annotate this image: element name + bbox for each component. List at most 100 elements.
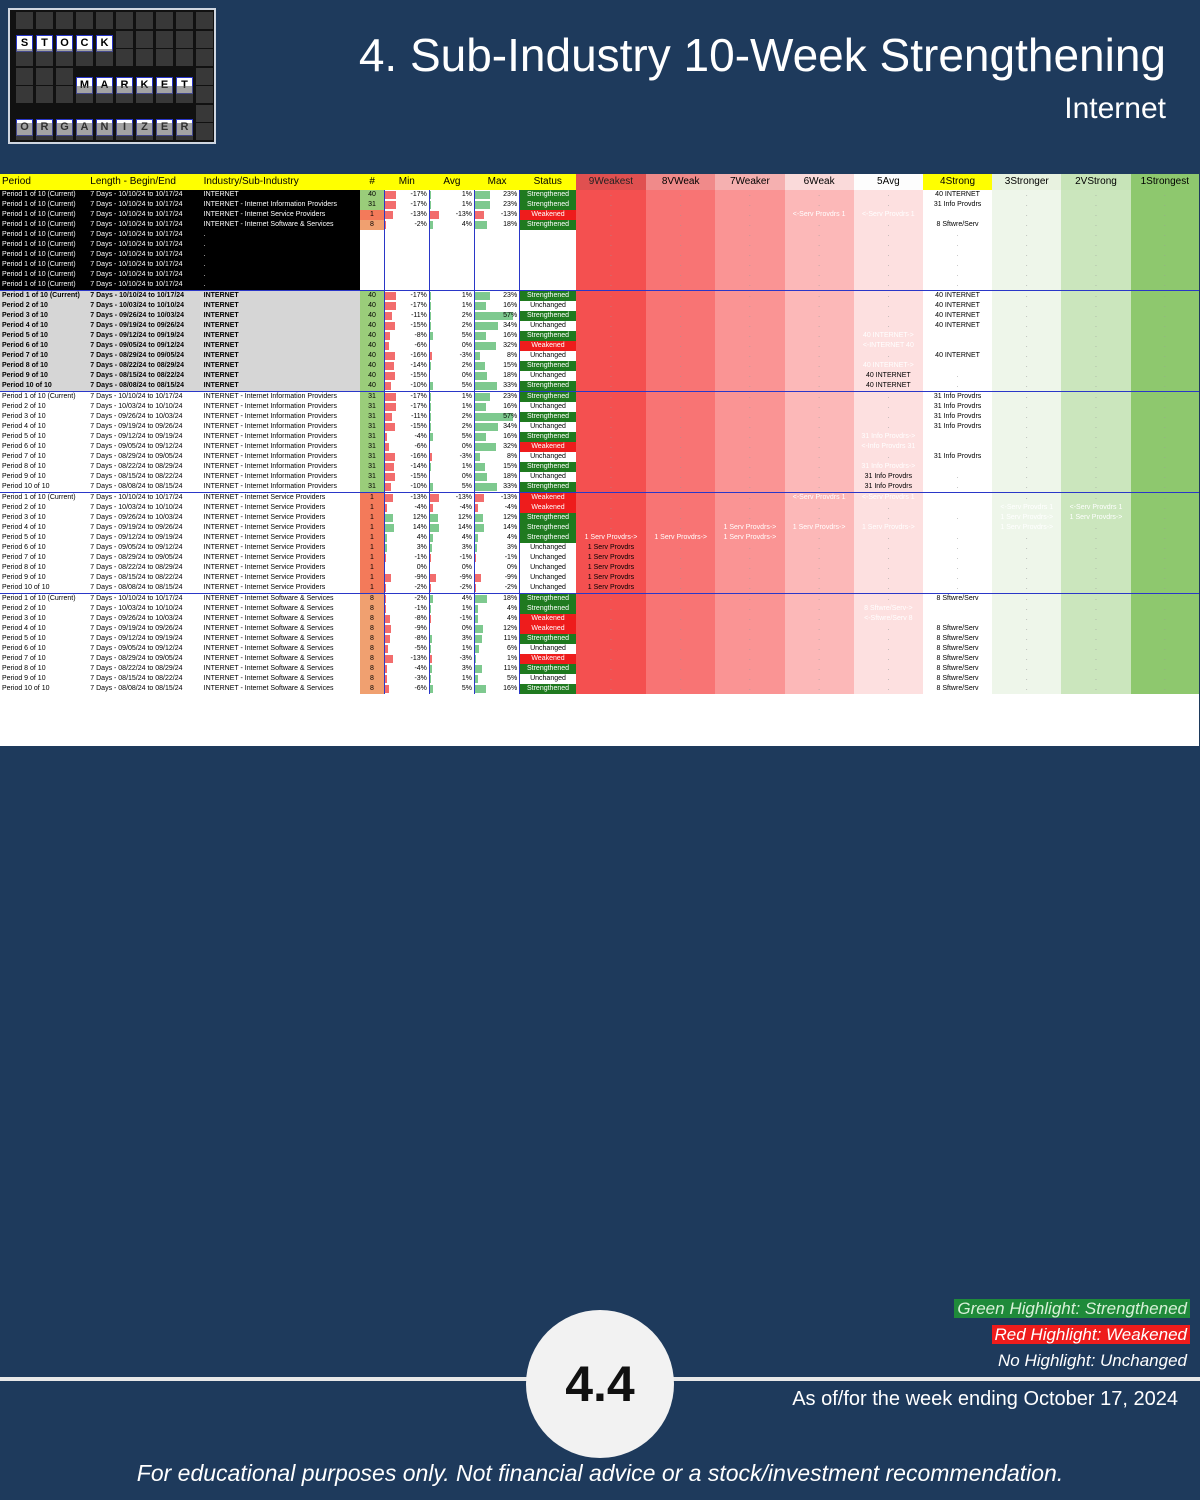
zone-5-cell: .	[853, 583, 923, 594]
max-cell: -2%	[474, 583, 520, 594]
zone-8-cell: .	[646, 301, 716, 311]
value-text: -17%	[410, 403, 427, 410]
negative-bar	[385, 453, 396, 461]
zone-3-cell: .	[992, 432, 1062, 442]
zone-4-cell: 8 Sftwre/Serv	[922, 644, 993, 654]
zone-5-cell: 40 INTERNET->	[853, 331, 923, 341]
zone-6-cell: .	[784, 311, 854, 321]
positive-bar	[475, 403, 486, 411]
avg-cell: 0%	[428, 442, 475, 452]
positive-bar	[475, 372, 488, 380]
zone-3-cell: .	[992, 604, 1062, 614]
value-text: 0%	[461, 564, 473, 571]
negative-bar	[475, 494, 484, 502]
zone-2-cell: .	[1061, 664, 1131, 674]
zone-7-cell: .	[715, 371, 785, 381]
value-text: 3%	[507, 544, 518, 551]
logo-tile	[96, 49, 113, 66]
zone-7-cell: .	[715, 250, 785, 260]
value-text: 3%	[416, 544, 427, 551]
count-cell: 1	[360, 533, 385, 543]
zone-8-cell: .	[646, 583, 716, 594]
status-cell: Unchanged	[519, 573, 576, 583]
zone-9-cell: .	[575, 371, 647, 381]
zone-1-cell: .	[1130, 674, 1199, 684]
avg-cell: -3%	[428, 654, 475, 664]
value-text: 12%	[412, 514, 427, 521]
zone-7-cell: .	[715, 210, 785, 220]
value-text: -9%	[459, 574, 473, 581]
zone-3-cell: .	[992, 563, 1062, 573]
zone-5-cell: .	[853, 563, 923, 573]
zone-9-cell: .	[575, 200, 647, 210]
value-text: -10%	[410, 382, 427, 389]
zone-9-cell: .	[575, 503, 647, 513]
zone-9-cell: 1 Serv Provdrs	[575, 543, 647, 553]
value-text: 1%	[461, 605, 473, 612]
table-row: Period 10 of 10 7 Days - 08/08/24 to 08/1…	[0, 684, 1199, 694]
length-cell: 7 Days - 10/10/24 to 10/17/24	[88, 190, 202, 200]
value-text: 16%	[503, 332, 518, 339]
status-cell: Unchanged	[519, 674, 576, 684]
count-cell: 31	[360, 472, 385, 482]
period-cell: Period 1 of 10 (Current)	[0, 492, 89, 503]
count-cell: 40	[360, 371, 385, 381]
value-text: 16%	[503, 403, 518, 410]
length-cell: 7 Days - 10/10/24 to 10/17/24	[88, 200, 202, 210]
logo-tile	[156, 49, 173, 66]
zone-4-cell: .	[922, 230, 993, 240]
min-cell: -14%	[383, 462, 430, 472]
avg-cell	[428, 240, 475, 250]
value-text: -1%	[414, 554, 427, 561]
table-row: Period 6 of 10 7 Days - 09/05/24 to 09/12…	[0, 341, 1199, 351]
count-cell: 31	[360, 412, 385, 422]
strength-table: Period Length - Begin/End Industry/Sub-Ind…	[0, 174, 1199, 746]
industry-cell: INTERNET	[201, 321, 361, 331]
value-text: 11%	[503, 635, 518, 642]
zone-9-cell: 1 Serv Provdrs	[575, 583, 647, 594]
table-row: Period 1 of 10 (Current) 7 Days - 10/10/2…	[0, 391, 1199, 402]
zone-9-cell: .	[575, 462, 647, 472]
length-cell: 7 Days - 08/15/24 to 08/22/24	[90, 574, 183, 581]
max-cell: 18%	[474, 220, 520, 230]
table-row: Period 9 of 10 7 Days - 08/15/24 to 08/22…	[0, 573, 1199, 583]
logo-tile	[156, 12, 173, 29]
avg-cell: 0%	[428, 563, 475, 573]
count-cell: 40	[360, 321, 385, 331]
zone-5-cell: <-Serv Provdrs 1	[853, 492, 923, 503]
zone-6-cell: .	[784, 654, 854, 664]
period-cell: Period 6 of 10	[2, 443, 46, 450]
max-cell: 23%	[474, 391, 520, 402]
zone-6-cell: 1 Serv Provdrs->	[784, 523, 854, 533]
avg-cell: 4%	[428, 593, 475, 604]
count-cell	[360, 250, 385, 260]
zone-7-cell: .	[715, 563, 785, 573]
positive-bar	[475, 201, 491, 209]
min-cell: -11%	[383, 311, 430, 321]
zone-4-cell: 8 Sftwre/Serv->	[922, 604, 993, 614]
zone-6-cell: .	[784, 402, 854, 412]
zone-9-cell: .	[575, 432, 647, 442]
negative-bar	[385, 403, 397, 411]
zone-6-cell: .	[784, 614, 854, 624]
industry-cell: INTERNET - Internet Service Providers	[203, 544, 326, 551]
zone-8-cell: .	[646, 341, 716, 351]
value-text: -3%	[459, 453, 473, 460]
avg-cell	[428, 230, 475, 240]
value-text: 16%	[503, 433, 518, 440]
max-cell	[474, 260, 520, 270]
negative-bar	[475, 504, 478, 512]
logo-tile	[96, 123, 113, 140]
negative-bar	[385, 372, 395, 380]
zone-2-cell: .	[1061, 624, 1131, 634]
zone-7-cell: .	[715, 230, 785, 240]
zone-3-cell: .	[992, 674, 1062, 684]
period-cell: Period 7 of 10	[2, 554, 46, 561]
zone-7-cell: .	[715, 654, 785, 664]
positive-bar	[475, 685, 486, 693]
max-cell: -9%	[474, 573, 520, 583]
zone-5-cell: .	[853, 674, 923, 684]
zone-7-cell: .	[715, 482, 785, 493]
zone-6-cell: .	[784, 422, 854, 432]
min-cell: -4%	[383, 503, 430, 513]
